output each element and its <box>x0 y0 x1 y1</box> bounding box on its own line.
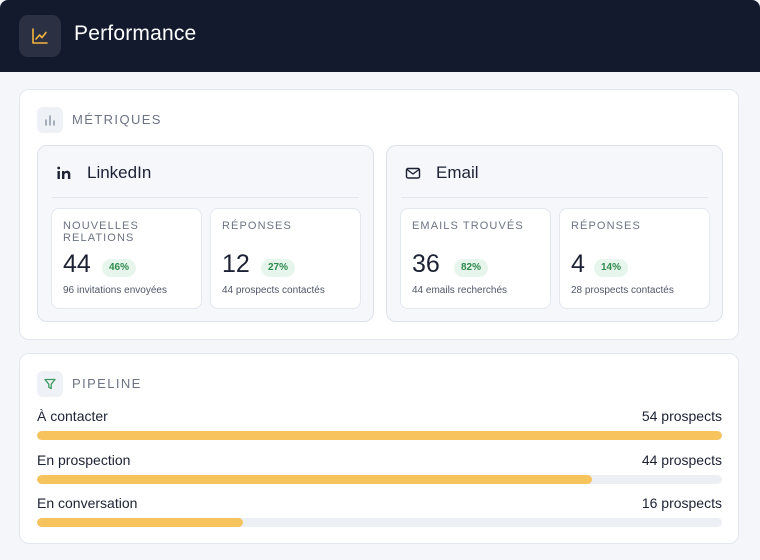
pipeline-stage-label: À contacter <box>37 408 108 424</box>
percent-badge: 46% <box>102 259 137 277</box>
pipeline-stage-label: En prospection <box>37 452 131 468</box>
email-title: Email <box>436 163 479 182</box>
linkedin-icon <box>56 165 72 181</box>
percent-badge: 14% <box>594 259 629 277</box>
divider <box>401 197 708 198</box>
pipeline-stage-count: 54 prospects <box>641 408 722 424</box>
metric-emails-found: EMAILS TROUVÉS 36 82% 44 emails recherch… <box>400 208 551 309</box>
app-header: Performance <box>0 0 760 72</box>
progress-track <box>37 518 722 527</box>
metrics-section-label: MÉTRIQUES <box>72 112 162 127</box>
pipeline-stage-label: En conversation <box>37 495 138 511</box>
linkedin-panel: LinkedIn NOUVELLES RELATIONS 44 46% 96 i… <box>37 145 374 322</box>
pipeline-stage-count: 16 prospects <box>641 495 722 511</box>
metric-subtext: 44 prospects contactés <box>222 285 325 296</box>
metric-email-replies: RÉPONSES 4 14% 28 prospects contactés <box>559 208 710 309</box>
progress-fill <box>37 431 722 440</box>
metric-subtext: 44 emails recherchés <box>412 285 508 296</box>
email-panel: Email EMAILS TROUVÉS 36 82% 44 emails re… <box>386 145 723 322</box>
progress-track <box>37 431 722 440</box>
percent-badge: 82% <box>454 259 489 277</box>
mail-icon <box>405 165 421 181</box>
metric-label: NOUVELLES RELATIONS <box>63 220 139 244</box>
metric-linkedin-replies: RÉPONSES 12 27% 44 prospects contactés <box>210 208 361 309</box>
page-title: Performance <box>74 22 197 45</box>
metric-value: 44 <box>63 250 91 278</box>
pipeline-stage-count: 44 prospects <box>641 452 722 468</box>
progress-fill <box>37 475 592 484</box>
line-chart-icon <box>19 15 61 57</box>
metric-value: 4 <box>571 250 585 278</box>
metric-label: RÉPONSES <box>571 220 641 232</box>
percent-badge: 27% <box>261 259 296 277</box>
metric-subtext: 28 prospects contactés <box>571 285 674 296</box>
divider <box>52 197 359 198</box>
pipeline-section-label: PIPELINE <box>72 376 142 391</box>
metric-value: 12 <box>222 250 250 278</box>
metric-label: RÉPONSES <box>222 220 292 232</box>
metric-value: 36 <box>412 250 440 278</box>
metric-new-connections: NOUVELLES RELATIONS 44 46% 96 invitation… <box>51 208 202 309</box>
filter-icon <box>37 371 63 397</box>
metrics-card: MÉTRIQUES LinkedIn NOUVELLES RELATIONS 4… <box>19 89 739 340</box>
progress-track <box>37 475 722 484</box>
pipeline-card: PIPELINE À contacter 54 prospects En pro… <box>19 353 739 544</box>
linkedin-title: LinkedIn <box>87 163 152 182</box>
bar-chart-icon <box>37 107 63 133</box>
progress-fill <box>37 518 243 527</box>
metric-subtext: 96 invitations envoyées <box>63 285 167 296</box>
metric-label: EMAILS TROUVÉS <box>412 220 524 232</box>
